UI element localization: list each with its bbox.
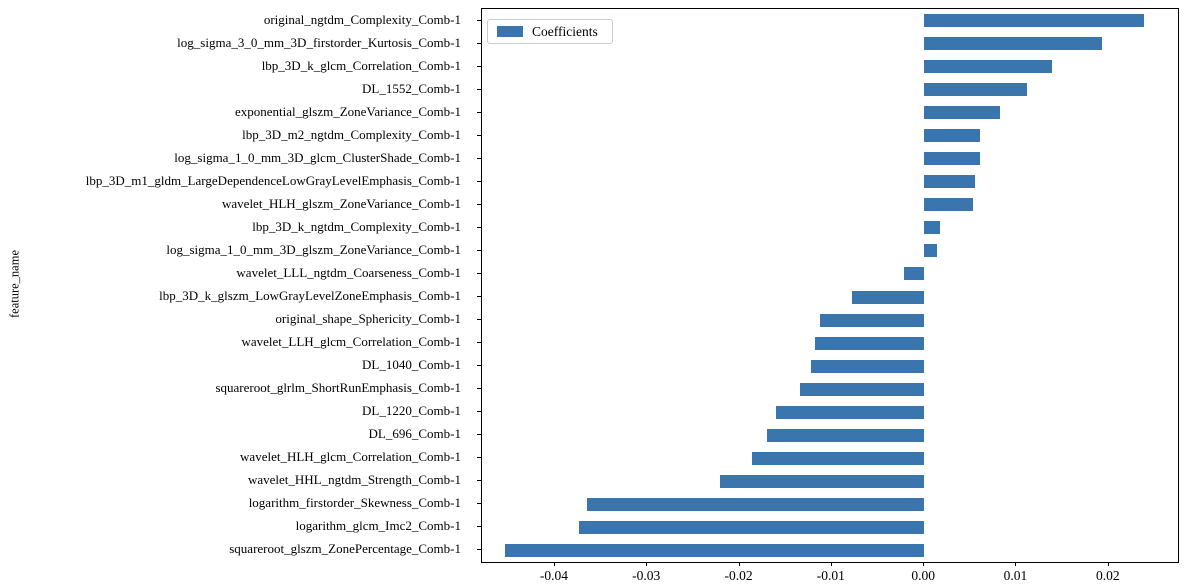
y-tick-label: wavelet_HHL_ngtdm_Strength_Comb-1 [247, 472, 461, 488]
y-tick-mark [477, 526, 481, 528]
y-tick-mark [477, 319, 481, 321]
x-tick-mark [830, 562, 832, 566]
x-tick-mark [923, 562, 925, 566]
y-tick-label: DL_1552_Comb-1 [362, 80, 461, 96]
x-tick-label: 0.00 [911, 568, 935, 583]
legend-swatch-icon [497, 26, 523, 37]
x-tick-label: -0.02 [724, 568, 753, 583]
x-axis: -0.04 -0.03 -0.02 -0.01 0.00 0.01 0.02 [481, 562, 1177, 588]
y-tick-label: exponential_glszm_ZoneVariance_Comb-1 [235, 103, 461, 119]
y-tick-label: wavelet_HLH_glcm_Correlation_Comb-1 [240, 449, 461, 465]
y-tick-mark [477, 111, 481, 113]
bar [800, 382, 925, 396]
y-tick-label: logarithm_glcm_Imc2_Comb-1 [295, 518, 461, 534]
y-tick-label: squareroot_glrlm_ShortRunEmphasis_Comb-1 [215, 380, 461, 396]
y-axis: original_ngtdm_Complexity_Comb-1 log_sigm… [0, 8, 481, 561]
x-tick-mark [1015, 562, 1017, 566]
bar [810, 359, 925, 373]
y-tick-label: lbp_3D_k_glszm_LowGrayLevelZoneEmphasis_… [159, 288, 461, 304]
x-tick-label: -0.03 [632, 568, 661, 583]
bar [924, 106, 1000, 120]
bar [578, 520, 925, 534]
y-tick-mark [477, 134, 481, 136]
legend-label: Coefficients [532, 24, 598, 39]
bar [587, 497, 925, 511]
y-tick-label: log_sigma_1_0_mm_3D_glcm_ClusterShade_Co… [174, 149, 461, 165]
y-tick-mark [477, 203, 481, 205]
y-tick-mark [477, 342, 481, 344]
x-tick-mark [1107, 562, 1109, 566]
y-tick-mark [477, 503, 481, 505]
y-tick-label: lbp_3D_k_glcm_Correlation_Comb-1 [261, 57, 461, 73]
bar [924, 37, 1103, 51]
plot-area: Coefficients [481, 8, 1179, 563]
y-tick-label: log_sigma_1_0_mm_3D_glszm_ZoneVariance_C… [166, 241, 461, 257]
y-tick-mark [477, 65, 481, 67]
y-tick-label: original_shape_Sphericity_Comb-1 [275, 311, 461, 327]
bar [852, 290, 925, 304]
x-tick-mark [646, 562, 648, 566]
y-tick-label: logarithm_firstorder_Skewness_Comb-1 [248, 495, 461, 511]
y-tick-mark [477, 272, 481, 274]
y-tick-label: wavelet_LLL_ngtdm_Coarseness_Comb-1 [236, 264, 461, 280]
legend: Coefficients [487, 19, 613, 44]
y-tick-mark [477, 249, 481, 251]
y-tick-label: DL_696_Comb-1 [368, 426, 461, 442]
y-tick-mark [477, 434, 481, 436]
bar [924, 152, 980, 166]
y-tick-mark [477, 457, 481, 459]
y-tick-mark [477, 296, 481, 298]
y-tick-mark [477, 480, 481, 482]
bar [767, 428, 925, 442]
y-tick-mark [477, 42, 481, 44]
y-tick-mark [477, 157, 481, 159]
y-tick-label: wavelet_LLH_glcm_Correlation_Comb-1 [241, 334, 461, 350]
y-tick-mark [477, 88, 481, 90]
x-tick-label: -0.04 [539, 568, 568, 583]
x-tick-mark [738, 562, 740, 566]
bar [924, 83, 1027, 97]
bar [924, 198, 974, 212]
bar [815, 336, 925, 350]
y-tick-mark [477, 226, 481, 228]
bar [505, 543, 925, 557]
y-tick-label: squareroot_glszm_ZonePercentage_Comb-1 [229, 541, 461, 557]
bar [924, 221, 940, 235]
y-tick-label: original_ngtdm_Complexity_Comb-1 [263, 11, 461, 27]
y-tick-label: lbp_3D_k_ngtdm_Complexity_Comb-1 [252, 218, 461, 234]
y-tick-mark [477, 549, 481, 551]
bar [924, 244, 938, 258]
bar [720, 474, 925, 488]
y-tick-mark [477, 388, 481, 390]
y-tick-label: lbp_3D_m1_gldm_LargeDependenceLowGrayLev… [85, 172, 461, 188]
bar [924, 129, 981, 143]
y-tick-label: DL_1040_Comb-1 [362, 357, 461, 373]
bar [776, 405, 925, 419]
x-tick-label: -0.01 [816, 568, 845, 583]
bar [924, 60, 1052, 74]
y-tick-label: lbp_3D_m2_ngtdm_Complexity_Comb-1 [242, 126, 461, 142]
bar [924, 14, 1144, 28]
y-tick-label: wavelet_HLH_glszm_ZoneVariance_Comb-1 [222, 195, 461, 211]
bar [752, 451, 925, 465]
bar [903, 267, 925, 281]
y-tick-label: log_sigma_3_0_mm_3D_firstorder_Kurtosis_… [177, 34, 461, 50]
y-tick-mark [477, 180, 481, 182]
x-tick-mark [553, 562, 555, 566]
bar [924, 175, 975, 189]
y-tick-mark [477, 365, 481, 367]
x-tick-label: 0.01 [1003, 568, 1028, 583]
y-tick-label: DL_1220_Comb-1 [362, 403, 461, 419]
y-tick-mark [477, 411, 481, 413]
bar [819, 313, 925, 327]
x-tick-label: 0.02 [1095, 568, 1120, 583]
y-tick-mark [477, 19, 481, 21]
